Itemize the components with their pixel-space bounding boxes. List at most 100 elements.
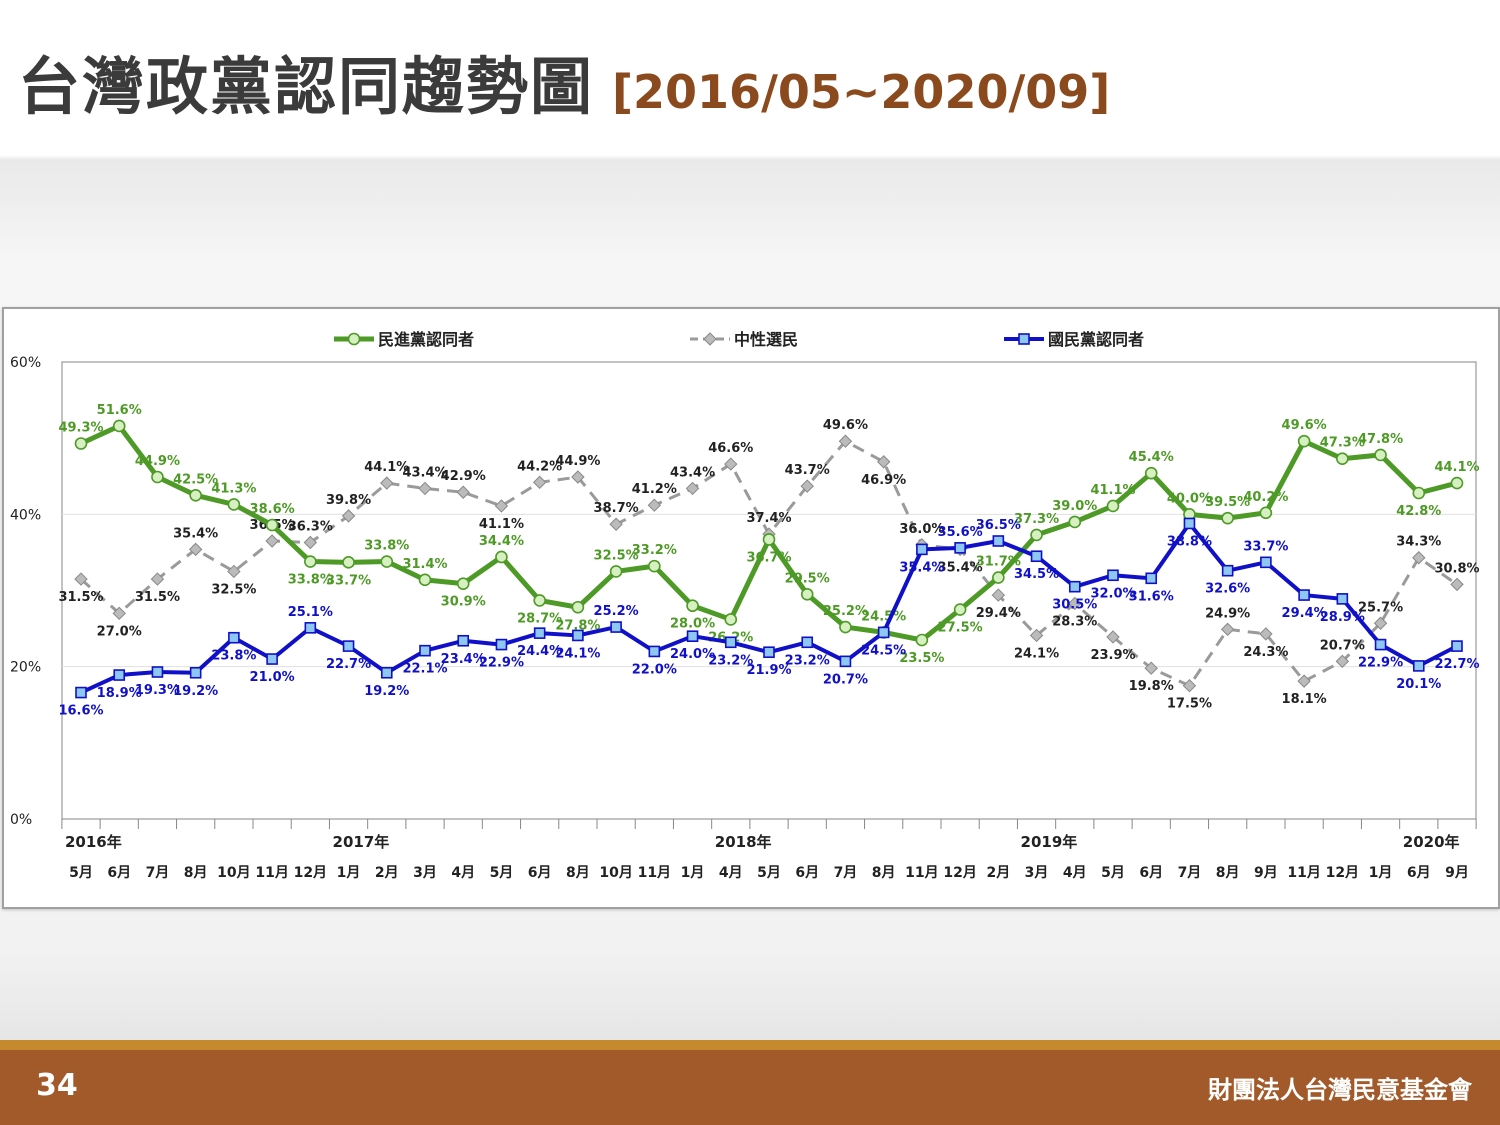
data-point <box>1335 654 1350 669</box>
plot-area <box>61 361 1477 820</box>
data-point <box>992 535 1005 547</box>
data-label: 35.4% <box>938 560 983 575</box>
data-point <box>228 631 240 644</box>
data-label: 22.0% <box>632 662 677 677</box>
data-label: 42.5% <box>173 472 218 487</box>
data-label: 37.4% <box>746 511 791 526</box>
data-label: 22.9% <box>1358 656 1403 671</box>
legend-item: 民進黨認同者 <box>334 330 474 349</box>
data-label: 44.1% <box>364 460 409 475</box>
x-tick-label: 11月 <box>255 865 288 881</box>
data-label: 28.9% <box>1320 610 1365 625</box>
data-label: 44.9% <box>555 454 600 469</box>
data-label: 27.0% <box>97 624 142 639</box>
x-tick-label: 3月 <box>1025 865 1049 881</box>
legend-item: 國民黨認同者 <box>1004 330 1144 349</box>
data-point <box>571 470 585 484</box>
data-label: 24.1% <box>555 646 600 661</box>
data-point <box>1220 622 1235 637</box>
x-tick-label: 6月 <box>1139 865 1163 881</box>
data-label: 44.9% <box>135 454 180 469</box>
data-label: 35.4% <box>173 526 218 541</box>
data-point <box>1106 499 1120 513</box>
x-tick-label: 7月 <box>146 865 170 881</box>
data-point <box>685 481 700 496</box>
data-label: 36.7% <box>746 550 791 565</box>
x-tick-label: 7月 <box>834 865 858 881</box>
title-date-range: [2016/05~2020/09] <box>612 65 1111 119</box>
data-label: 37.3% <box>1014 512 1059 527</box>
data-label: 39.5% <box>1205 495 1250 510</box>
data-label: 41.3% <box>211 481 256 496</box>
data-point <box>571 600 585 614</box>
data-label: 43.4% <box>670 465 715 480</box>
data-point <box>494 499 509 513</box>
data-point <box>1183 517 1196 530</box>
data-point <box>151 666 164 678</box>
data-label: 22.7% <box>326 657 371 672</box>
data-label: 24.1% <box>1014 646 1059 661</box>
data-point <box>456 485 470 499</box>
page-title: 台灣政黨認同趨勢圖 [2016/05~2020/09] <box>18 36 1110 126</box>
data-point <box>189 666 202 679</box>
data-label: 30.9% <box>441 595 486 610</box>
x-tick-label: 5月 <box>69 865 93 881</box>
data-label: 39.8% <box>326 493 371 508</box>
x-tick-label: 2月 <box>986 865 1010 881</box>
data-label: 33.8% <box>288 573 333 588</box>
page-number: 34 <box>36 1068 78 1103</box>
data-point <box>915 633 929 647</box>
x-tick-label: 12月 <box>294 865 327 881</box>
data-label: 22.9% <box>479 656 524 671</box>
data-point <box>265 534 279 548</box>
data-point <box>227 498 241 511</box>
data-label: 22.1% <box>402 662 447 677</box>
data-label: 29.4% <box>976 606 1021 621</box>
data-label: 32.0% <box>1090 586 1135 601</box>
data-label: 27.5% <box>938 621 983 636</box>
data-label: 21.9% <box>746 663 791 678</box>
footer-accent-line <box>0 1040 1500 1050</box>
x-year-label: 2016年 <box>65 833 122 851</box>
series-group: 16.6%18.9%19.3%19.2%23.8%21.0%25.1%22.7%… <box>58 517 1480 719</box>
data-point <box>800 588 814 601</box>
data-point <box>533 594 546 607</box>
data-point <box>74 572 88 586</box>
data-point <box>304 622 317 634</box>
data-point <box>1030 528 1043 542</box>
data-label: 19.2% <box>173 684 218 699</box>
data-point <box>686 630 699 643</box>
data-point <box>1259 506 1273 520</box>
data-point <box>572 629 584 642</box>
data-point <box>1068 515 1082 529</box>
data-label: 23.5% <box>899 651 944 666</box>
data-label: 32.5% <box>594 548 639 563</box>
x-tick-label: 4月 <box>1063 865 1087 881</box>
data-label: 49.6% <box>1282 418 1327 433</box>
data-point <box>609 565 623 578</box>
data-label: 44.1% <box>1434 460 1479 475</box>
data-point <box>800 479 814 493</box>
data-point <box>151 470 164 484</box>
data-point <box>380 555 394 568</box>
legend-marker <box>703 332 717 346</box>
data-label: 24.5% <box>861 643 906 658</box>
legend-item: 中性選民 <box>690 330 798 349</box>
x-tick-label: 1月 <box>681 865 705 881</box>
data-point <box>112 606 126 621</box>
data-point <box>1374 638 1387 651</box>
data-point <box>1297 674 1311 688</box>
data-point <box>762 533 776 546</box>
x-tick-label: 11月 <box>1287 865 1320 881</box>
x-tick-label: 9月 <box>1254 865 1278 881</box>
x-tick-label: 10月 <box>599 865 632 881</box>
data-label: 20.1% <box>1396 677 1441 692</box>
data-point <box>801 636 814 649</box>
x-tick-label: 4月 <box>719 865 743 881</box>
title-bar: 台灣政黨認同趨勢圖 [2016/05~2020/09] <box>0 0 1500 155</box>
data-label: 36.0% <box>899 522 944 537</box>
data-point <box>1107 569 1119 582</box>
data-point <box>227 564 241 579</box>
data-label: 18.1% <box>1282 692 1327 707</box>
x-tick-label: 6月 <box>795 865 819 881</box>
